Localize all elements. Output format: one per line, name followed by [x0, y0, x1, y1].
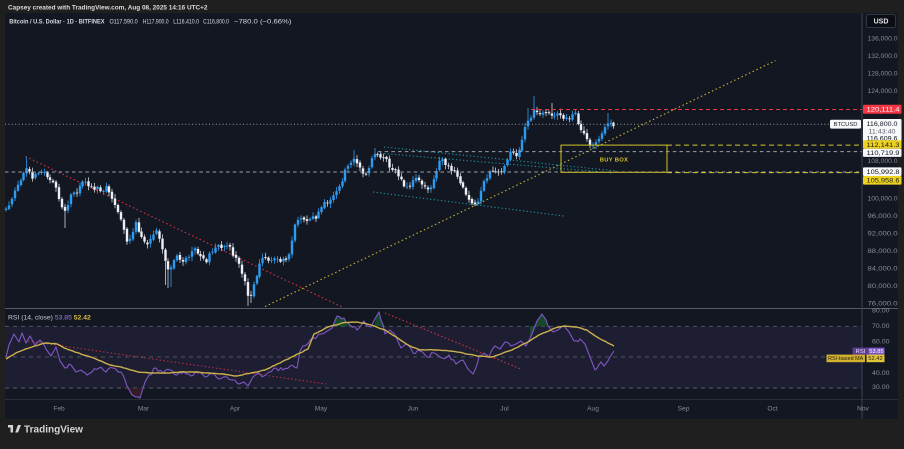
svg-text:Aug: Aug — [587, 406, 599, 413]
svg-text:105,992.8: 105,992.8 — [867, 169, 900, 176]
svg-text:Jul: Jul — [500, 406, 509, 413]
svg-text:53.85: 53.85 — [869, 349, 884, 355]
svg-text:70.00: 70.00 — [872, 323, 890, 330]
svg-text:112,141.3: 112,141.3 — [867, 142, 900, 149]
svg-text:116,800.0: 116,800.0 — [867, 121, 898, 128]
svg-text:BUY BOX: BUY BOX — [600, 158, 628, 164]
svg-text:105,958.6: 105,958.6 — [867, 178, 900, 185]
svg-text:RSI-based MA: RSI-based MA — [828, 356, 863, 362]
svg-text:40.00: 40.00 — [872, 370, 890, 377]
svg-text:H117,900.0: H117,900.0 — [143, 19, 169, 26]
svg-text:120,111.4: 120,111.4 — [867, 107, 900, 114]
svg-text:Oct: Oct — [767, 406, 777, 413]
svg-text:88,000.0: 88,000.0 — [868, 248, 899, 255]
svg-text:52.42: 52.42 — [868, 356, 883, 362]
svg-text:84,000.0: 84,000.0 — [868, 265, 899, 272]
svg-text:108,000.0: 108,000.0 — [868, 158, 898, 165]
svg-text:Mar: Mar — [138, 406, 150, 413]
svg-text:76,000.0: 76,000.0 — [868, 300, 899, 307]
svg-text:Bitcoin / U.S. Dollar · 1D · B: Bitcoin / U.S. Dollar · 1D · BITFINEX — [9, 19, 105, 26]
svg-text:60.00: 60.00 — [872, 338, 890, 345]
svg-text:BTCUSD: BTCUSD — [834, 122, 858, 128]
svg-text:O117,590.0: O117,590.0 — [110, 19, 138, 26]
svg-text:132,000.0: 132,000.0 — [868, 53, 898, 60]
svg-text:92,000.0: 92,000.0 — [868, 230, 899, 237]
svg-text:Sep: Sep — [678, 406, 690, 413]
svg-text:Feb: Feb — [53, 406, 65, 413]
svg-text:110,719.9: 110,719.9 — [867, 150, 900, 157]
svg-text:30.00: 30.00 — [872, 384, 890, 391]
svg-text:−780.0 (−0.66%): −780.0 (−0.66%) — [234, 19, 292, 26]
svg-text:116,609.6: 116,609.6 — [867, 136, 898, 143]
svg-text:L116,410.0: L116,410.0 — [173, 19, 199, 26]
svg-text:Jun: Jun — [408, 406, 419, 413]
svg-text:128,000.0: 128,000.0 — [868, 70, 898, 77]
svg-text:Capsey created with TradingVie: Capsey created with TradingView.com, Aug… — [8, 4, 208, 11]
svg-text:USD: USD — [874, 19, 889, 26]
svg-text:96,000.0: 96,000.0 — [868, 213, 899, 220]
svg-text:11:43:40: 11:43:40 — [869, 129, 896, 136]
svg-text:Nov: Nov — [857, 406, 869, 413]
svg-text:May: May — [315, 406, 328, 413]
svg-text:RSI (14, close) 53.85 52.42: RSI (14, close) 53.85 52.42 — [8, 315, 91, 322]
svg-text:100,000.0: 100,000.0 — [868, 195, 898, 202]
svg-text:C116,800.0: C116,800.0 — [203, 19, 229, 26]
svg-text:80.00: 80.00 — [872, 308, 890, 315]
svg-text:80,000.0: 80,000.0 — [868, 283, 899, 290]
svg-text:TradingView: TradingView — [24, 424, 83, 435]
svg-text:136,000.0: 136,000.0 — [868, 35, 898, 42]
svg-text:RSI: RSI — [856, 349, 866, 355]
svg-text:124,000.0: 124,000.0 — [868, 88, 898, 95]
svg-text:Apr: Apr — [230, 406, 241, 413]
